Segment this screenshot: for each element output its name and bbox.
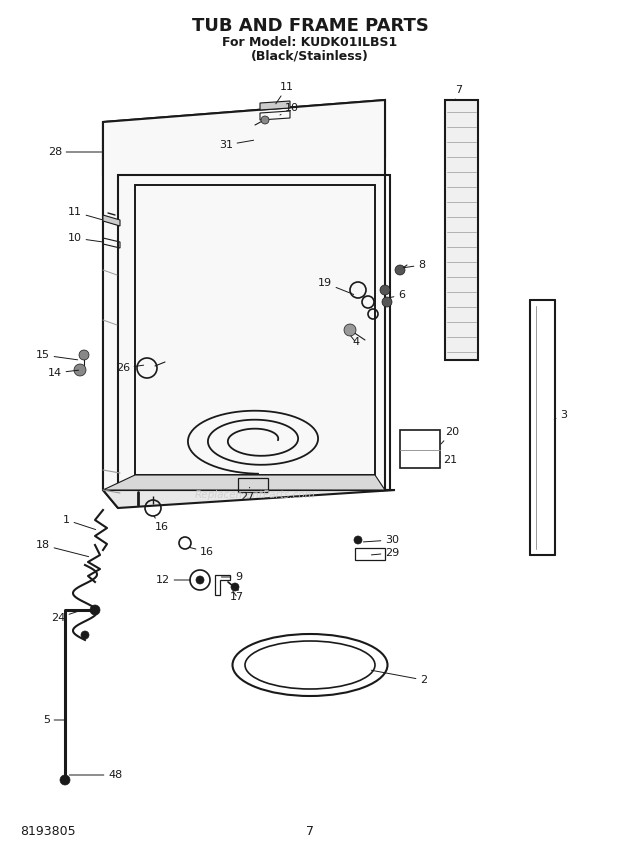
Polygon shape bbox=[445, 100, 478, 360]
Circle shape bbox=[74, 364, 86, 376]
Text: 16: 16 bbox=[154, 516, 169, 532]
Circle shape bbox=[380, 285, 390, 295]
Text: 12: 12 bbox=[156, 575, 190, 585]
Text: 29: 29 bbox=[371, 548, 399, 558]
Circle shape bbox=[231, 583, 239, 591]
Text: 11: 11 bbox=[68, 207, 102, 220]
Text: 28: 28 bbox=[48, 147, 102, 157]
Text: 5: 5 bbox=[43, 715, 64, 725]
Text: 20: 20 bbox=[441, 427, 459, 444]
Text: 16: 16 bbox=[189, 547, 214, 557]
Text: 31: 31 bbox=[219, 140, 254, 150]
Text: 17: 17 bbox=[230, 591, 244, 602]
Text: 7: 7 bbox=[455, 85, 462, 100]
Text: (Black/Stainless): (Black/Stainless) bbox=[251, 50, 369, 62]
Polygon shape bbox=[103, 100, 385, 490]
Circle shape bbox=[354, 536, 362, 544]
Polygon shape bbox=[103, 100, 385, 175]
Circle shape bbox=[261, 116, 269, 124]
Circle shape bbox=[395, 265, 405, 275]
Text: 48: 48 bbox=[69, 770, 122, 780]
Text: 1: 1 bbox=[63, 515, 95, 530]
Text: 3: 3 bbox=[554, 410, 567, 420]
Text: ReplacementParts.com: ReplacementParts.com bbox=[195, 490, 316, 500]
Polygon shape bbox=[103, 215, 120, 226]
Text: 2: 2 bbox=[371, 670, 427, 685]
Circle shape bbox=[382, 297, 392, 307]
Text: 15: 15 bbox=[36, 350, 78, 360]
Circle shape bbox=[81, 631, 89, 639]
Text: 10: 10 bbox=[68, 233, 102, 243]
Text: 6: 6 bbox=[389, 290, 405, 300]
Text: 8: 8 bbox=[404, 260, 425, 270]
Polygon shape bbox=[260, 101, 290, 110]
Text: 14: 14 bbox=[48, 368, 79, 378]
Text: 7: 7 bbox=[306, 825, 314, 838]
Text: 27: 27 bbox=[240, 487, 254, 502]
Circle shape bbox=[344, 324, 356, 336]
Polygon shape bbox=[103, 490, 395, 508]
Text: 30: 30 bbox=[363, 535, 399, 545]
Text: TUB AND FRAME PARTS: TUB AND FRAME PARTS bbox=[192, 17, 428, 35]
Circle shape bbox=[196, 576, 204, 584]
Circle shape bbox=[90, 605, 100, 615]
Text: For Model: KUDK01ILBS1: For Model: KUDK01ILBS1 bbox=[223, 35, 397, 49]
Text: 24: 24 bbox=[51, 610, 81, 623]
Text: 9: 9 bbox=[221, 572, 242, 582]
Text: 8193805: 8193805 bbox=[20, 825, 76, 838]
Polygon shape bbox=[103, 122, 118, 508]
Text: 19: 19 bbox=[318, 278, 354, 294]
Text: 18: 18 bbox=[36, 540, 89, 556]
Circle shape bbox=[79, 350, 89, 360]
Text: 4: 4 bbox=[351, 336, 359, 347]
Circle shape bbox=[60, 775, 70, 785]
Polygon shape bbox=[103, 475, 385, 490]
Text: 26: 26 bbox=[116, 363, 144, 373]
Text: 11: 11 bbox=[276, 82, 294, 104]
Text: 10: 10 bbox=[280, 103, 299, 115]
Text: 21: 21 bbox=[440, 455, 457, 465]
